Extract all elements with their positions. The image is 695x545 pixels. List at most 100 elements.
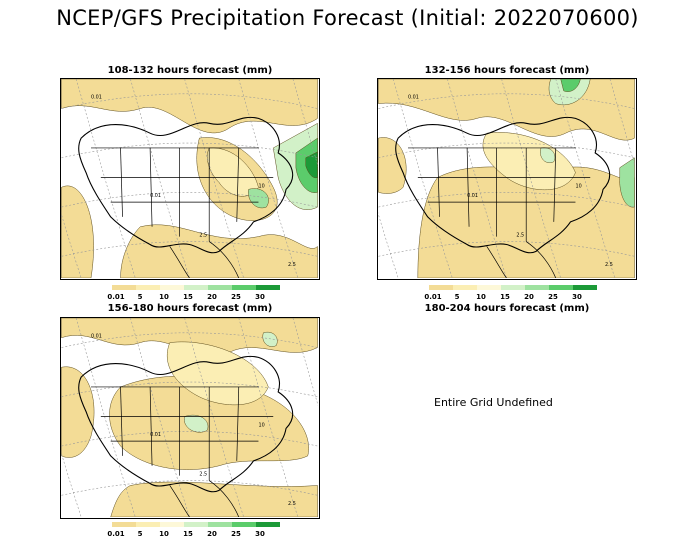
contour-label: 2.5 xyxy=(288,501,296,507)
contour-label: 10 xyxy=(575,183,581,189)
legend-color-bar xyxy=(112,285,280,290)
state-border xyxy=(149,147,153,227)
precip-area xyxy=(61,79,318,134)
legend-label: 15 xyxy=(183,293,193,301)
contour-label: 10 xyxy=(258,183,264,189)
legend-swatch xyxy=(549,285,573,290)
legend-swatch xyxy=(160,522,184,527)
legend-label: 10 xyxy=(159,530,169,538)
precip-area xyxy=(378,137,407,194)
coastline xyxy=(78,355,294,493)
legend-swatch xyxy=(208,522,232,527)
precip-area xyxy=(184,414,209,433)
precip-area xyxy=(61,185,94,278)
graticule-line xyxy=(75,318,136,517)
graticule-line xyxy=(238,79,299,278)
legend-1: 0.01 5 10 15 20 25 30 xyxy=(107,285,280,303)
precip-area xyxy=(110,481,318,517)
legend-label: 5 xyxy=(137,530,143,538)
legend-color-bar xyxy=(429,285,597,290)
graticule-line xyxy=(392,79,453,278)
state-border xyxy=(169,246,190,278)
legend-label: 25 xyxy=(548,293,558,301)
legend-swatch xyxy=(184,522,208,527)
graticule-line xyxy=(501,79,561,278)
legend-swatch xyxy=(184,285,208,290)
contour-label: 0.01 xyxy=(150,432,161,438)
coastline xyxy=(395,116,611,254)
legend-label: 15 xyxy=(183,530,193,538)
legend-swatch xyxy=(136,522,160,527)
precip-map-3: 0.01 2.5 10 0.01 2.5 xyxy=(60,317,320,519)
graticule-line xyxy=(130,318,190,517)
state-border xyxy=(236,386,240,461)
precip-map-1: 0.01 2.5 10 0.01 2.5 xyxy=(60,78,320,280)
contour-label: 2.5 xyxy=(605,262,613,268)
legend-swatch xyxy=(208,285,232,290)
legend-swatch xyxy=(429,285,453,290)
legend-swatch xyxy=(112,522,136,527)
undefined-grid-message: Entire Grid Undefined xyxy=(434,396,553,409)
legend-label: 0.01 xyxy=(107,293,125,301)
legend-label: 30 xyxy=(572,293,582,301)
contour-label: 2.5 xyxy=(288,262,296,268)
legend-label: 10 xyxy=(159,293,169,301)
precip-area xyxy=(482,132,576,191)
graticule-line xyxy=(184,79,244,278)
legend-swatch xyxy=(136,285,160,290)
legend-swatch xyxy=(256,522,280,527)
legend-swatch xyxy=(453,285,477,290)
main-title: NCEP/GFS Precipitation Forecast (Initial… xyxy=(56,6,639,30)
legend-label: 20 xyxy=(207,293,217,301)
legend-label: 10 xyxy=(476,293,486,301)
precip-area xyxy=(305,151,318,179)
legend-label: 25 xyxy=(231,530,241,538)
precip-area xyxy=(248,188,269,209)
precip-area xyxy=(378,79,635,141)
legend-swatch xyxy=(232,522,256,527)
graticule-line xyxy=(447,79,507,278)
legend-label: 5 xyxy=(137,293,143,301)
contour-label: 0.01 xyxy=(91,95,102,101)
legend-swatch xyxy=(232,285,256,290)
state-border xyxy=(486,246,507,278)
legend-label: 20 xyxy=(207,530,217,538)
legend-swatch xyxy=(477,285,501,290)
contour-label: 0.01 xyxy=(150,193,161,199)
panel-title-4: 180-204 hours forecast (mm) xyxy=(424,303,590,314)
contour-label: 0.01 xyxy=(91,334,102,340)
panel-title-3: 156-180 hours forecast (mm) xyxy=(107,303,273,314)
legend-swatch xyxy=(573,285,597,290)
precip-area xyxy=(560,79,581,92)
precip-area xyxy=(619,157,635,208)
state-border xyxy=(437,147,440,217)
contour-label: 0.01 xyxy=(467,193,478,199)
precip-map-2: 0.01 2.5 10 0.01 2.5 xyxy=(377,78,637,280)
legend-label: 20 xyxy=(524,293,534,301)
map-canvas: 0.01 2.5 10 0.01 2.5 xyxy=(378,79,635,278)
legend-label: 0.01 xyxy=(107,530,125,538)
legend-3: 0.01 5 10 15 20 25 30 xyxy=(107,522,280,540)
graticule-line xyxy=(555,79,616,278)
contour-label: 2.5 xyxy=(516,233,524,239)
contour-label: 2.5 xyxy=(199,472,207,478)
legend-swatch xyxy=(501,285,525,290)
state-border xyxy=(120,386,123,456)
map-canvas: 0.01 2.5 10 0.01 2.5 xyxy=(61,79,318,278)
contour-label: 10 xyxy=(258,422,264,428)
legend-swatch xyxy=(525,285,549,290)
legend-color-bar xyxy=(112,522,280,527)
contour-label: 2.5 xyxy=(199,233,207,239)
precip-area xyxy=(61,366,95,458)
precip-area xyxy=(262,331,278,347)
precip-area xyxy=(167,341,269,406)
state-border xyxy=(466,147,470,227)
legend-swatch xyxy=(256,285,280,290)
legend-label: 15 xyxy=(500,293,510,301)
legend-swatch xyxy=(160,285,184,290)
state-border xyxy=(526,241,557,278)
legend-label: 30 xyxy=(255,530,265,538)
panel-title-2: 132-156 hours forecast (mm) xyxy=(424,65,590,76)
legend-swatch xyxy=(112,285,136,290)
state-border xyxy=(120,147,123,217)
